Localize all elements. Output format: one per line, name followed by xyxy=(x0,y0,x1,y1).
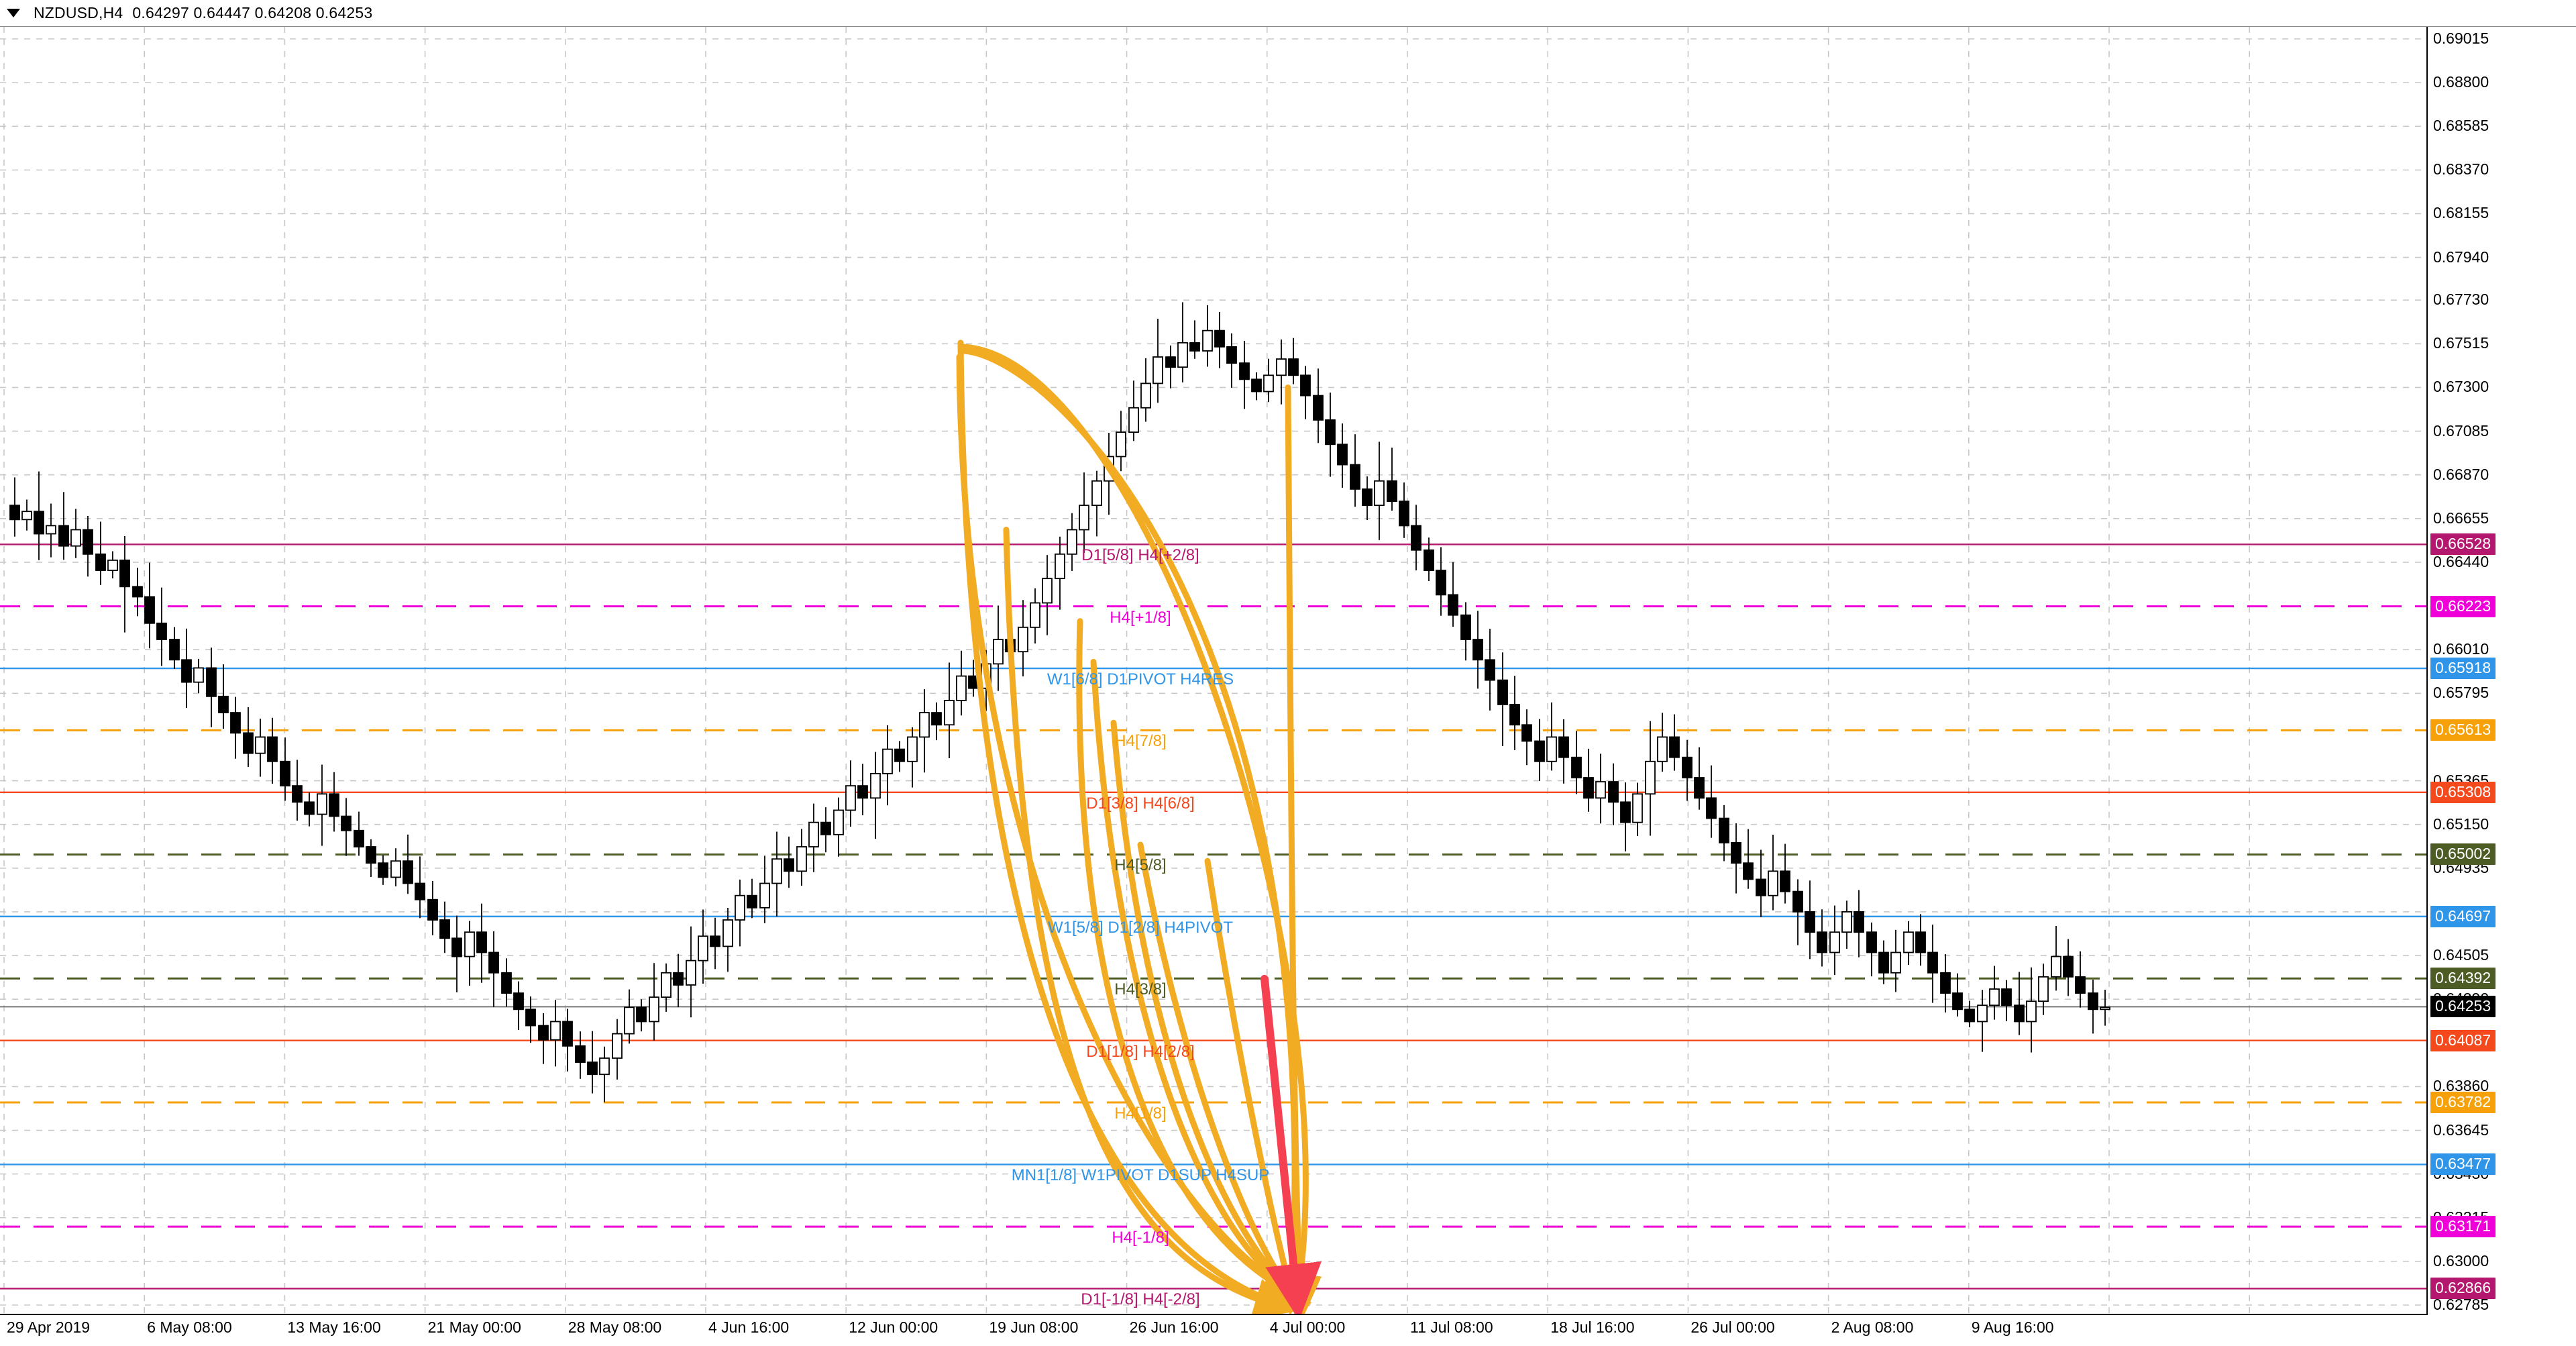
level-label: H4[+1/8] xyxy=(1110,608,1171,627)
price-tick: 0.66655 xyxy=(2433,509,2489,527)
price-badge[interactable]: 0.65918 xyxy=(2430,658,2496,680)
price-badge[interactable]: 0.63782 xyxy=(2430,1092,2496,1114)
level-label: D1[1/8] H4[2/8] xyxy=(1086,1042,1195,1061)
time-tick: 13 May 16:00 xyxy=(287,1318,381,1336)
level-label: D1[-1/8] H4[-2/8] xyxy=(1081,1290,1200,1309)
price-badge[interactable]: 0.66223 xyxy=(2430,595,2496,617)
price-tick: 0.63860 xyxy=(2433,1077,2489,1095)
time-tick: 29 Apr 2019 xyxy=(7,1318,91,1336)
ohlc-values: 0.64297 0.64447 0.64208 0.64253 xyxy=(132,4,373,21)
chart-canvas xyxy=(0,27,2426,1314)
time-tick: 26 Jun 16:00 xyxy=(1129,1318,1219,1336)
symbol-bar: NZDUSD,H4 0.64297 0.64447 0.64208 0.6425… xyxy=(0,0,2576,27)
price-badge[interactable]: 0.64392 xyxy=(2430,968,2496,990)
candlestick-series xyxy=(9,302,2110,1102)
time-tick: 6 May 08:00 xyxy=(147,1318,232,1336)
fan-arrows-group[interactable] xyxy=(956,340,1322,1314)
time-scale[interactable]: 29 Apr 2019 6 May 08:00 13 May 16:00 21 May… xyxy=(0,1315,2576,1346)
price-tick: 0.67515 xyxy=(2433,334,2489,352)
level-label: H4[-1/8] xyxy=(1112,1229,1169,1247)
price-badge[interactable]: 0.65002 xyxy=(2430,843,2496,866)
price-tick: 0.65150 xyxy=(2433,815,2489,833)
price-badge[interactable]: 0.65308 xyxy=(2430,781,2496,803)
price-tick: 0.66440 xyxy=(2433,552,2489,570)
time-tick: 18 Jul 16:00 xyxy=(1550,1318,1635,1336)
level-label: D1[3/8] H4[6/8] xyxy=(1086,794,1195,813)
time-tick: 19 Jun 08:00 xyxy=(989,1318,1079,1336)
price-tick: 0.69015 xyxy=(2433,30,2489,47)
fan-arrow[interactable] xyxy=(1204,858,1307,1314)
time-tick: 26 Jul 00:00 xyxy=(1690,1318,1775,1336)
price-tick: 0.68800 xyxy=(2433,73,2489,91)
price-tick: 0.63645 xyxy=(2433,1121,2489,1139)
projection-arrow[interactable] xyxy=(1260,974,1322,1314)
level-lines xyxy=(0,543,2426,1290)
price-tick: 0.68370 xyxy=(2433,160,2489,178)
price-tick: 0.68585 xyxy=(2433,117,2489,135)
horizontal-gridlines xyxy=(0,38,2426,1306)
symbol-label: NZDUSD,H4 xyxy=(34,4,123,21)
fan-arrow[interactable] xyxy=(1278,384,1321,1314)
level-label: H4[5/8] xyxy=(1114,856,1167,875)
price-scale[interactable]: 0.69015 0.68800 0.68585 0.68370 0.68155 0.679… xyxy=(2428,27,2576,1314)
level-label: H4[7/8] xyxy=(1114,732,1167,751)
chart-plot-area[interactable]: D1[5/8] H4[+2/8] H4[+1/8] W1[6/8] D1PIVOT … xyxy=(0,27,2428,1315)
fan-arrow[interactable] xyxy=(1076,618,1312,1304)
price-badge[interactable]: 0.63477 xyxy=(2430,1153,2496,1176)
fan-arrow[interactable] xyxy=(1110,719,1308,1309)
time-tick: 12 Jun 00:00 xyxy=(849,1318,938,1336)
level-label: H4[1/8] xyxy=(1114,1104,1167,1123)
price-badge[interactable]: 0.64697 xyxy=(2430,905,2496,927)
fan-arrow[interactable] xyxy=(1090,658,1310,1306)
price-badge[interactable]: 0.64087 xyxy=(2430,1029,2496,1051)
caret-down-icon[interactable] xyxy=(7,9,20,17)
price-tick: 0.66870 xyxy=(2433,465,2489,483)
price-tick: 0.67300 xyxy=(2433,378,2489,396)
time-tick: 2 Aug 08:00 xyxy=(1831,1318,1914,1336)
time-tick: 4 Jun 16:00 xyxy=(708,1318,790,1336)
fan-arrow[interactable] xyxy=(957,348,1313,1314)
price-badge[interactable]: 0.63171 xyxy=(2430,1216,2496,1238)
price-badge[interactable]: 0.66528 xyxy=(2430,533,2496,556)
price-tick: 0.65795 xyxy=(2433,684,2489,702)
level-label: H4[3/8] xyxy=(1114,980,1167,999)
time-tick: 21 May 00:00 xyxy=(427,1318,521,1336)
level-label: MN1[1/8] W1PIVOT D1SUP H4SUP xyxy=(1011,1166,1270,1185)
price-tick: 0.63000 xyxy=(2433,1251,2489,1270)
price-tick: 0.64505 xyxy=(2433,946,2489,964)
price-tick: 0.67730 xyxy=(2433,291,2489,309)
price-tick: 0.67940 xyxy=(2433,248,2489,266)
level-label: D1[5/8] H4[+2/8] xyxy=(1081,546,1199,565)
price-tick: 0.68155 xyxy=(2433,204,2489,222)
price-badge[interactable]: 0.64253 xyxy=(2430,996,2496,1018)
time-tick: 9 Aug 16:00 xyxy=(1971,1318,2054,1336)
price-tick: 0.62785 xyxy=(2433,1296,2489,1313)
time-tick: 4 Jul 00:00 xyxy=(1269,1318,1346,1336)
time-tick: 11 Jul 08:00 xyxy=(1410,1318,1493,1336)
fan-arrow[interactable] xyxy=(1003,526,1297,1314)
fan-arrow[interactable] xyxy=(957,340,1300,1314)
price-tick: 0.66010 xyxy=(2433,640,2489,658)
price-tick: 0.67085 xyxy=(2433,421,2489,439)
fan-arrow[interactable] xyxy=(957,344,1322,1314)
price-badge[interactable]: 0.62866 xyxy=(2430,1278,2496,1300)
projection-arrow-line[interactable] xyxy=(1260,974,1322,1314)
level-label: W1[6/8] D1PIVOT H4RES xyxy=(1046,670,1234,689)
level-label: W1[5/8] D1[2/8] H4PIVOT xyxy=(1047,918,1234,937)
price-badge[interactable]: 0.65613 xyxy=(2430,719,2496,741)
time-tick: 28 May 08:00 xyxy=(568,1318,662,1336)
